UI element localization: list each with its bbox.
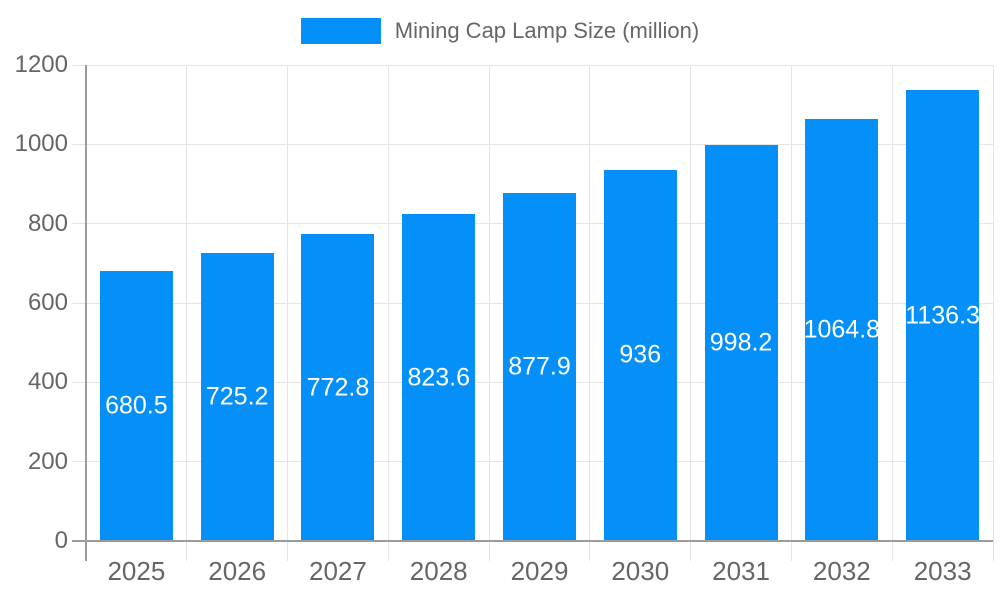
bar-2032[interactable] [805,118,879,541]
y-axis-tick [72,461,86,463]
bar-2026[interactable] [200,253,274,541]
gridline-horizontal [86,64,993,66]
x-tick-label-2033: 2033 [913,556,972,586]
y-tick-label-1200: 1200 [14,51,68,78]
bar-2025[interactable] [99,271,173,541]
bar-value-label: 823.6 [407,363,470,392]
y-tick-label-600: 600 [27,289,68,316]
gridline-horizontal [86,143,993,145]
y-axis-tick [72,302,86,304]
x-tick-label-2025: 2025 [107,556,166,586]
bar-2031[interactable] [704,145,778,541]
bar-2030[interactable] [603,169,677,541]
gridline-vertical [287,65,289,561]
x-tick-label-2030: 2030 [611,556,670,586]
y-axis-tick [72,143,86,145]
y-axis-line [85,65,87,561]
x-tick-label-2029: 2029 [510,556,569,586]
gridline-vertical [488,65,490,561]
x-tick-label-2032: 2032 [812,556,871,586]
gridline-vertical [690,65,692,561]
bar-value-label: 680.5 [105,391,168,420]
y-axis-tick [72,381,86,383]
y-axis-tick [72,223,86,225]
gridline-vertical [790,65,792,561]
legend: Mining Cap Lamp Size (million) [0,18,1000,44]
bar-value-label: 1136.3 [905,301,980,330]
legend-label: Mining Cap Lamp Size (million) [394,18,700,43]
x-tick-label-2027: 2027 [309,556,367,586]
legend-color-swatch [300,18,381,44]
bar-value-label: 772.8 [306,373,370,402]
y-tick-label-0: 0 [54,527,68,554]
y-axis-tick [72,64,86,66]
gridline-vertical [891,65,893,561]
x-tick-label-2028: 2028 [409,556,468,586]
bar-2029[interactable] [503,192,576,541]
gridline-vertical [589,65,591,561]
bar-value-label: 998.2 [709,328,773,357]
x-axis-line [72,540,993,542]
bar-2033[interactable] [906,90,980,541]
bar-value-label: 725.2 [205,382,269,411]
bar-value-label: 936 [619,340,662,369]
x-tick-label-2026: 2026 [208,556,267,586]
legend-item[interactable]: Mining Cap Lamp Size (million) [300,18,700,44]
bar-2028[interactable] [402,214,476,541]
y-tick-label-400: 400 [27,368,68,396]
gridline-vertical [186,65,188,561]
bar-value-label: 877.9 [508,352,571,381]
y-tick-label-1000: 1000 [14,130,68,158]
x-tick-label-2031: 2031 [712,556,770,586]
gridline-vertical [387,65,389,561]
bar-value-label: 1064.8 [803,315,881,344]
y-tick-label-200: 200 [27,447,68,475]
bar-2027[interactable] [301,234,375,541]
gridline-vertical [992,65,994,561]
y-tick-label-800: 800 [27,209,68,237]
